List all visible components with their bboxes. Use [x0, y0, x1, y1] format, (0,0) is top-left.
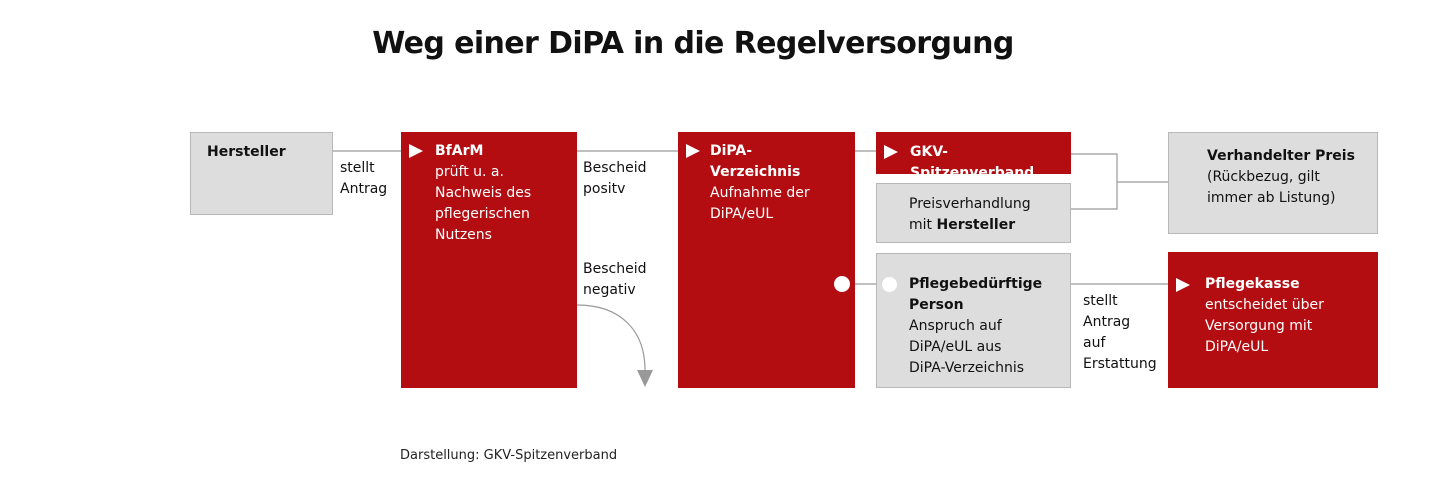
verzeichnis-arrow-marker: [686, 144, 700, 158]
pflegekasse-box: Pflegekasse entscheidet über Versorgung …: [1168, 252, 1378, 388]
gkv-arrow-marker: [884, 145, 898, 159]
verzeichnis-title: DiPA- Verzeichnis: [710, 143, 801, 180]
preisverhandlung-text: Preisverhandlung mit: [909, 196, 1031, 233]
edge-label-bescheid-positiv: Bescheid positv: [583, 160, 647, 197]
bfarm-arrow-marker: [409, 144, 423, 158]
connector-dot-person: [882, 277, 897, 292]
edge-label-bescheid-negativ: Bescheid negativ: [583, 261, 647, 298]
diagram-title: Weg einer DiPA in die Regelversorgung: [372, 26, 1014, 61]
person-box: Pflegebedürftige Person Anspruch auf DiP…: [876, 253, 1071, 388]
line-negative-curve: [576, 304, 646, 371]
edge-label-stellt-antrag: stellt Antrag: [340, 160, 388, 197]
gkv-title: GKV-Spitzenverband: [910, 144, 1035, 181]
hersteller-label: Hersteller: [207, 144, 286, 160]
bfarm-text: prüft u. a. Nachweis des pflegerischen N…: [435, 164, 532, 243]
preis-title: Verhandelter Preis: [1207, 148, 1355, 164]
arrow-negative-head: [637, 370, 653, 387]
verzeichnis-text: Aufnahme der DiPA/eUL: [710, 185, 810, 222]
connector-dot-verzeichnis: [834, 276, 850, 292]
preis-box: Verhandelter Preis (Rückbezug, gilt imme…: [1168, 132, 1378, 234]
pflegekasse-title: Pflegekasse: [1205, 276, 1300, 292]
bfarm-title: BfArM: [435, 143, 484, 159]
edge-label-antrag-erstattung: stellt Antrag auf Erstattung: [1083, 293, 1157, 372]
person-title: Pflegebedürftige Person: [909, 276, 1043, 313]
preisverhandlung-hersteller: Hersteller: [936, 217, 1016, 233]
source-note: Darstellung: GKV-Spitzenverband: [400, 448, 618, 463]
preis-text: (Rückbezug, gilt immer ab Listung): [1207, 169, 1336, 206]
line-gkv-merge: [1071, 153, 1118, 210]
pflegekasse-text: entscheidet über Versorgung mit DiPA/eUL: [1205, 297, 1324, 355]
pflegekasse-arrow-marker: [1176, 278, 1190, 292]
person-text: Anspruch auf DiPA/eUL aus DiPA-Verzeichn…: [909, 318, 1025, 376]
bfarm-box: BfArM prüft u. a. Nachweis des pflegeris…: [401, 132, 577, 388]
preisverhandlung-box: Preisverhandlung mit Hersteller: [876, 183, 1071, 243]
hersteller-box: Hersteller: [190, 132, 333, 215]
verzeichnis-box: DiPA- Verzeichnis Aufnahme der DiPA/eUL: [678, 132, 855, 388]
gkv-box: GKV-Spitzenverband: [876, 132, 1071, 181]
